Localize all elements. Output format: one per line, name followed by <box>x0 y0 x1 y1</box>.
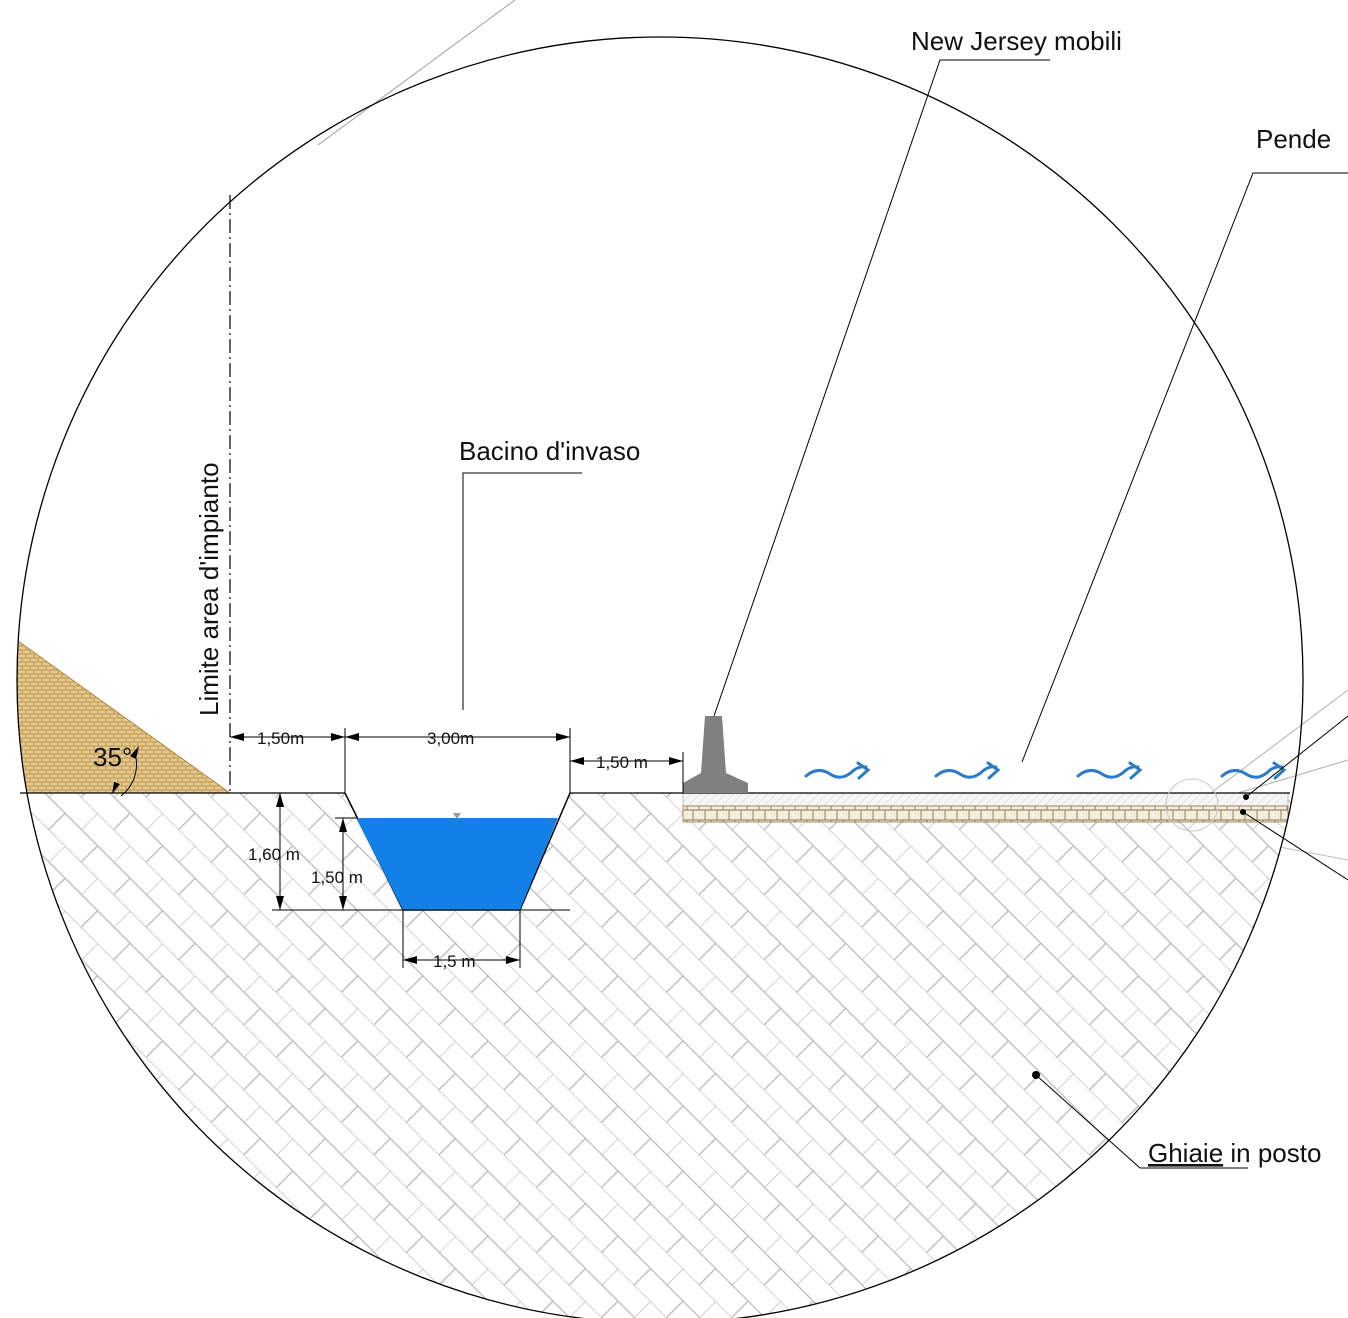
surface-layer <box>682 792 1289 807</box>
pendenza-label: Pende <box>1256 124 1331 154</box>
ghiaie-leader <box>1035 1074 1248 1169</box>
dim-total-depth: 1,60 m <box>248 845 300 864</box>
paving-leader-dot <box>1240 809 1246 815</box>
angle-label: 35° <box>93 742 132 772</box>
new-jersey-leader <box>713 59 1050 717</box>
ghiaie-label: Ghiaie in posto <box>1148 1138 1321 1168</box>
boundary-label: Limite area d'impianto <box>194 462 224 716</box>
dim-top <box>230 728 684 793</box>
water-fill <box>356 818 558 910</box>
ghiaie-word: Ghiaie <box>1148 1138 1223 1168</box>
ghiaie-rest: in posto <box>1223 1138 1321 1168</box>
dim-bottom <box>402 910 521 968</box>
flow-arrows <box>804 761 1287 780</box>
dim-bottom-width: 1,5 m <box>433 952 476 971</box>
angle-arc <box>120 757 137 797</box>
water-level-marker <box>453 813 461 819</box>
paving-leader <box>1242 811 1348 881</box>
paving-layer <box>682 805 1289 823</box>
dim-vertical <box>272 793 570 911</box>
dim-top-width: 3,00m <box>427 729 474 748</box>
ground-hatch <box>17 793 1303 1318</box>
new-jersey-label: New Jersey mobili <box>911 26 1122 56</box>
new-jersey-barrier <box>683 716 748 793</box>
detail-callout-circle <box>1165 778 1219 832</box>
angle-arrows <box>112 746 139 794</box>
construction-line <box>317 0 516 146</box>
bacino-leader <box>462 472 582 710</box>
dim-left-berm: 1,50m <box>257 729 304 748</box>
pendenza-leader <box>1021 172 1348 763</box>
detail-circle <box>16 36 1304 1318</box>
surface-leader <box>1245 715 1348 798</box>
bacino-label: Bacino d'invaso <box>459 436 640 466</box>
surface-leader-dot <box>1243 794 1249 800</box>
dim-right-berm: 1,50 m <box>596 753 648 772</box>
dim-water-depth: 1,50 m <box>311 868 363 887</box>
